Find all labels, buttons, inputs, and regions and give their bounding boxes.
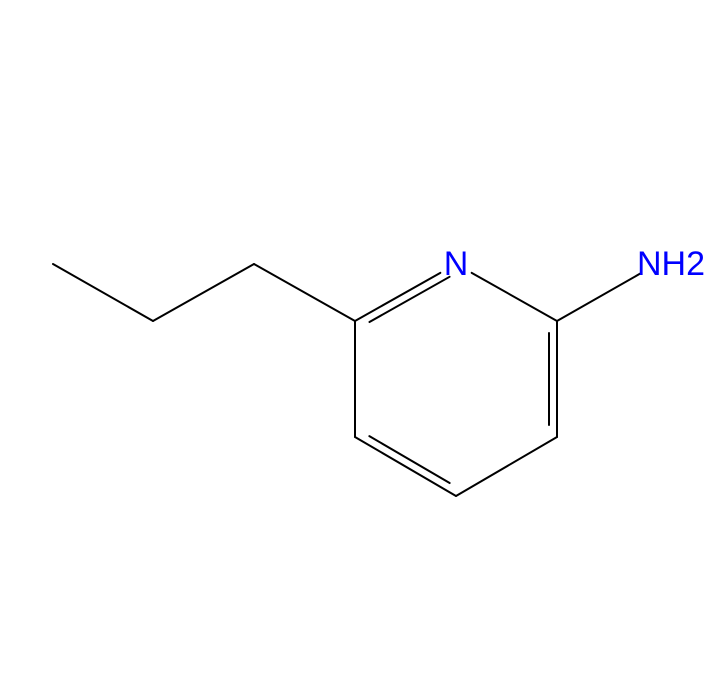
atom-label-nh2: NH2 bbox=[637, 245, 705, 283]
molecule-diagram: N NH2 bbox=[0, 0, 710, 678]
atom-label-n1: N bbox=[444, 245, 469, 283]
